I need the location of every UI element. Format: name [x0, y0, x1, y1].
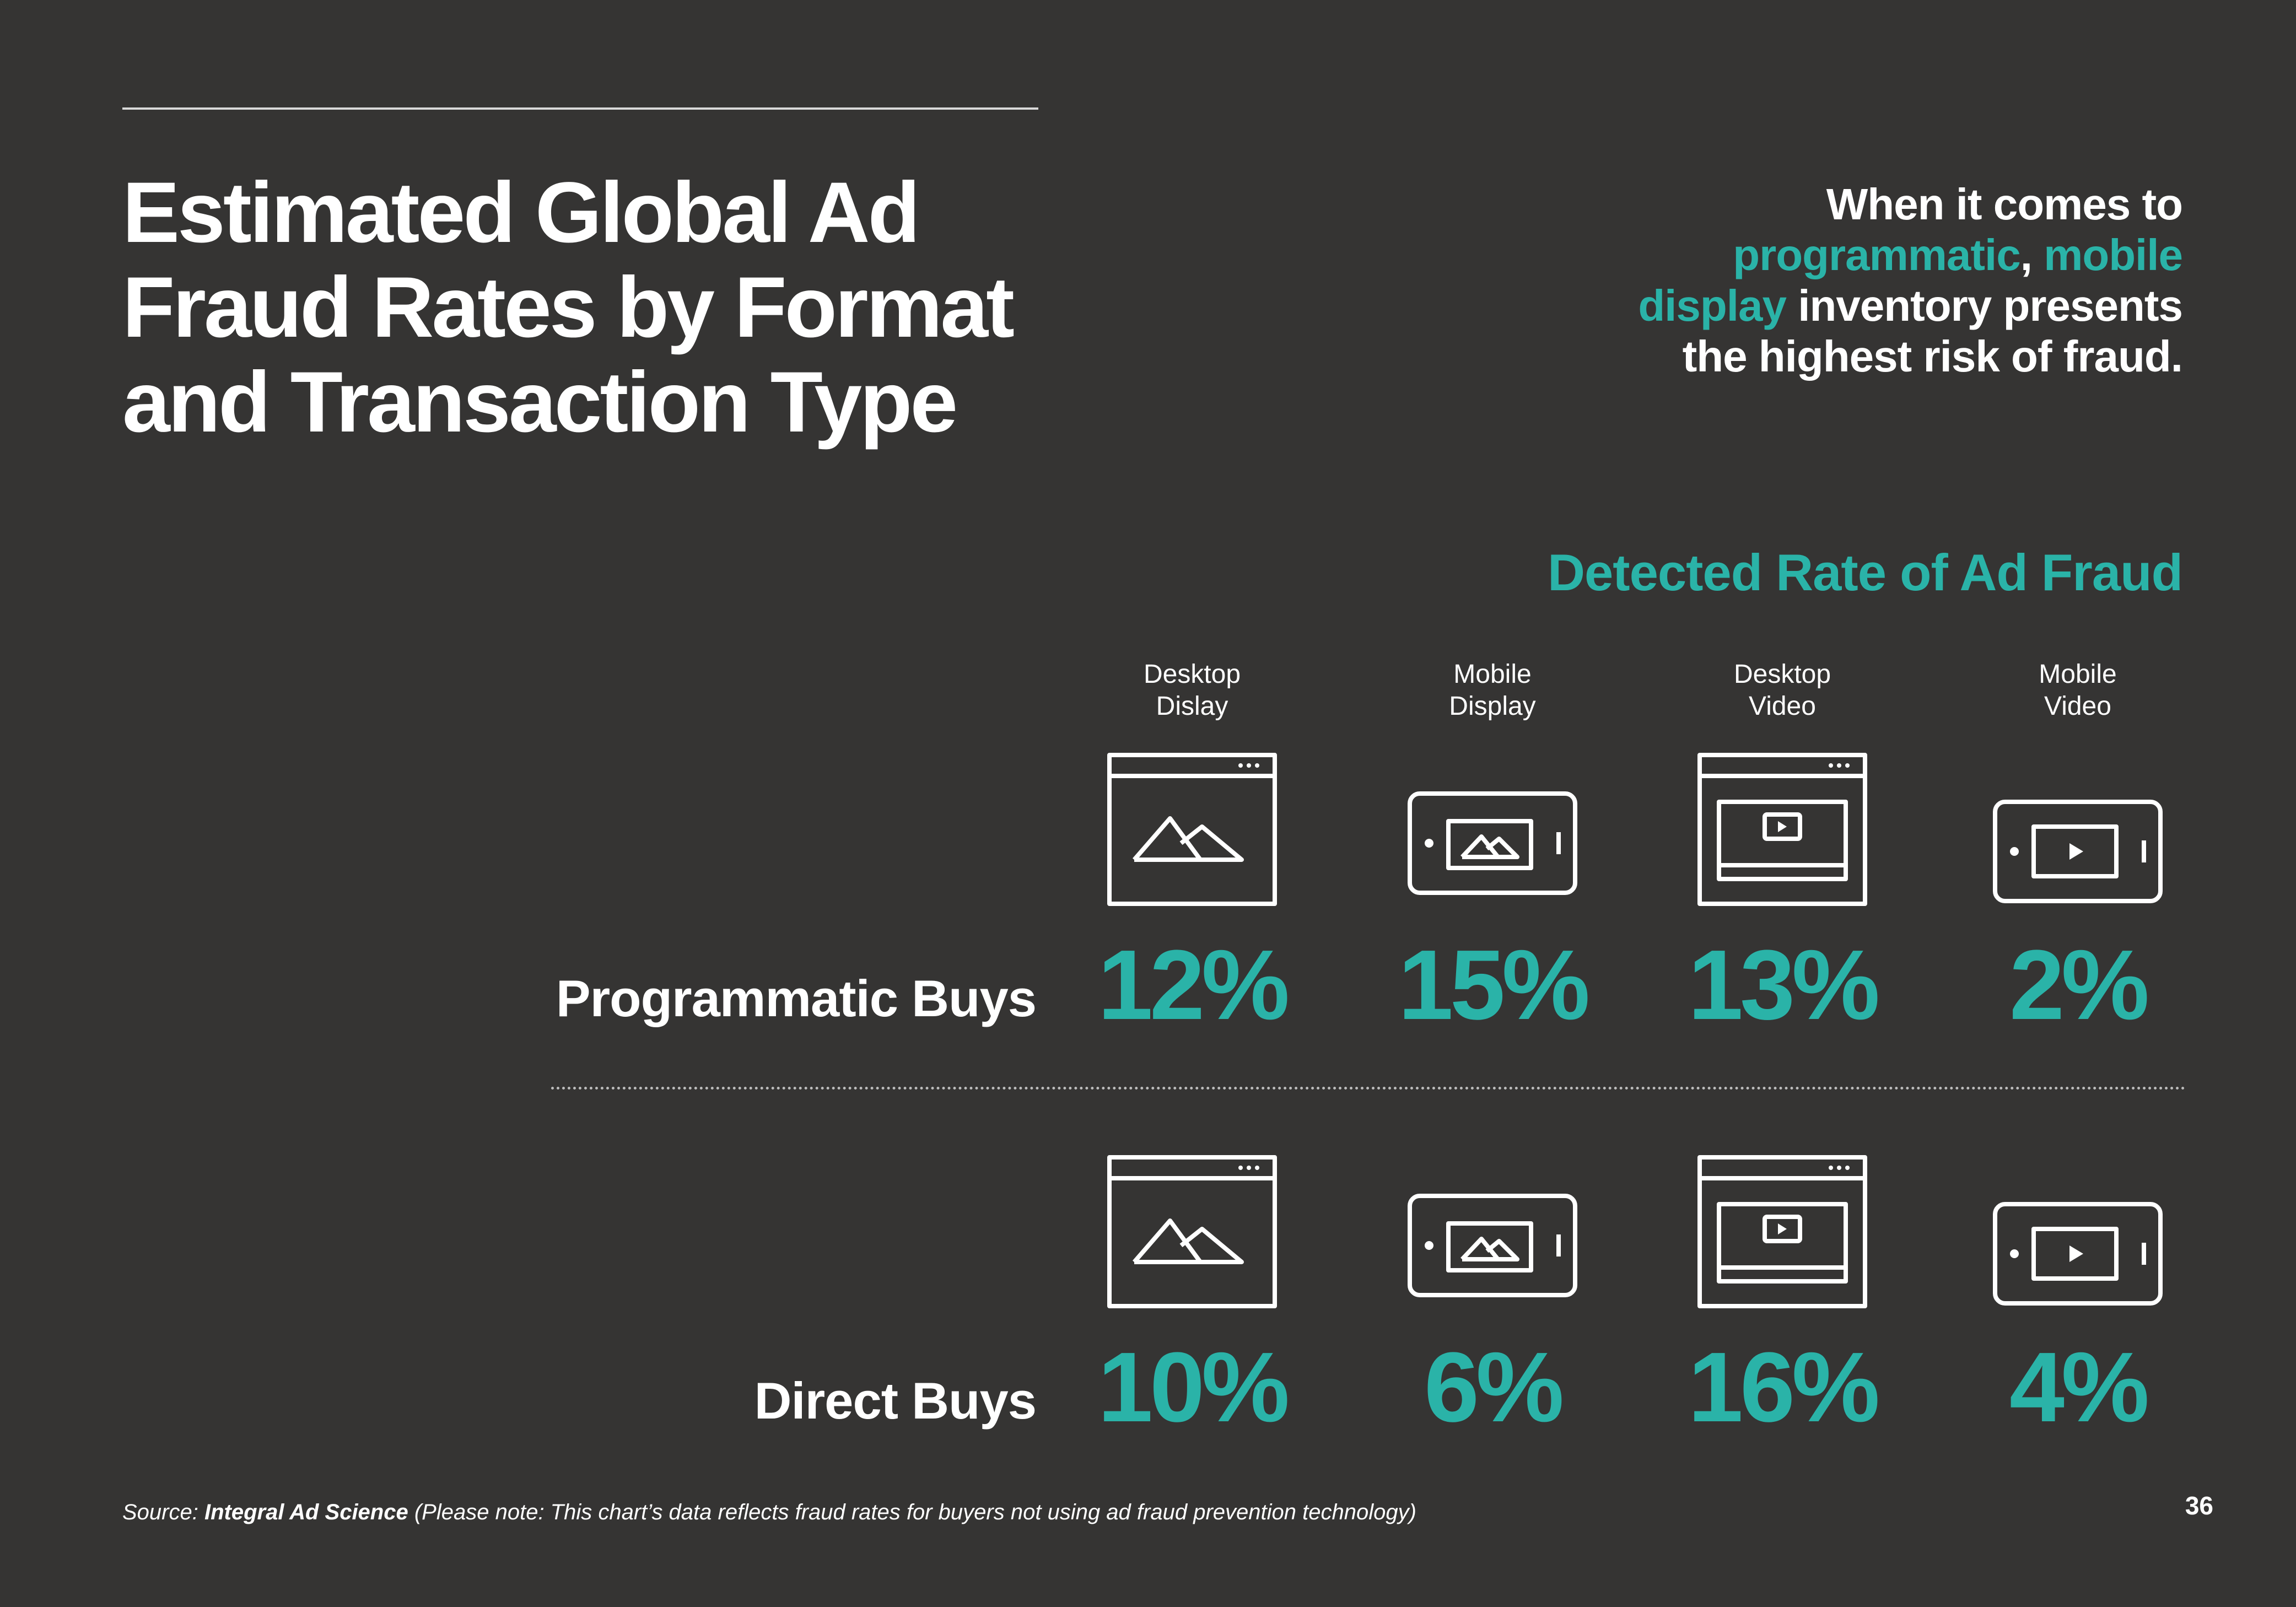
- callout-highlight-mobile: mobile: [2044, 230, 2183, 279]
- source-note: Source: Integral Ad Science (Please note…: [122, 1500, 1416, 1525]
- mobile-display-icon: [1404, 1152, 1581, 1314]
- chart-title: Detected Rate of Ad Fraud: [1548, 543, 2183, 601]
- page-title: Estimated Global Ad Fraud Rates by Forma…: [122, 165, 1015, 450]
- top-rule: [122, 107, 1038, 110]
- callout-comma: ,: [2020, 230, 2033, 279]
- callout-line-1: When it comes to: [1826, 180, 2183, 229]
- mobile-video-icon: [1990, 749, 2166, 912]
- column-label-desktop-video: Desktop Video: [1733, 660, 1831, 721]
- column-label-mobile-video: Mobile Video: [2039, 660, 2117, 721]
- desktop-video-icon: [1694, 749, 1871, 912]
- callout-line-4: the highest risk of fraud.: [1682, 332, 2183, 381]
- row-label-programmatic-buys: Programmatic Buys: [556, 969, 1037, 1027]
- callout-line-3-rest: inventory presents: [1798, 281, 2183, 330]
- data-label-value: 16%: [1688, 1332, 1880, 1443]
- callout-text: When it comes to programmatic, mobile di…: [1521, 179, 2183, 382]
- callout-highlight-display: display: [1638, 281, 1787, 330]
- desktop-display-icon: [1104, 1152, 1280, 1314]
- desktop-video-icon: [1694, 1152, 1871, 1314]
- column-label-desktop-display: Desktop Dislay: [1143, 660, 1241, 721]
- source-disclaimer: (Please note: This chart’s data reflects…: [414, 1500, 1416, 1524]
- data-label-value: 12%: [1097, 930, 1290, 1040]
- data-label-value: 4%: [2009, 1332, 2149, 1443]
- page-number: 36: [2185, 1491, 2213, 1520]
- mobile-video-icon: [1990, 1152, 2166, 1314]
- source-name: Integral Ad Science: [204, 1500, 408, 1524]
- callout-highlight-programmatic: programmatic: [1733, 230, 2020, 279]
- desktop-display-icon: [1104, 749, 1280, 912]
- data-label-value: 13%: [1688, 930, 1880, 1040]
- column-label-mobile-display: Mobile Display: [1449, 660, 1536, 721]
- mobile-display-icon: [1404, 749, 1581, 912]
- data-label-value: 2%: [2009, 930, 2149, 1040]
- data-label-value: 10%: [1097, 1332, 1290, 1443]
- row-label-direct-buys: Direct Buys: [754, 1372, 1037, 1430]
- row-divider: [551, 1087, 2186, 1090]
- source-prefix: Source:: [122, 1500, 198, 1524]
- data-label-value: 6%: [1424, 1332, 1564, 1443]
- data-label-value: 15%: [1398, 930, 1590, 1040]
